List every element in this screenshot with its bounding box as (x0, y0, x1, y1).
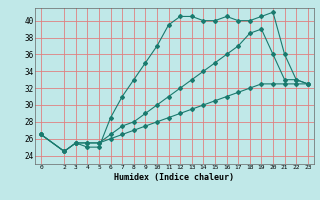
X-axis label: Humidex (Indice chaleur): Humidex (Indice chaleur) (115, 173, 235, 182)
